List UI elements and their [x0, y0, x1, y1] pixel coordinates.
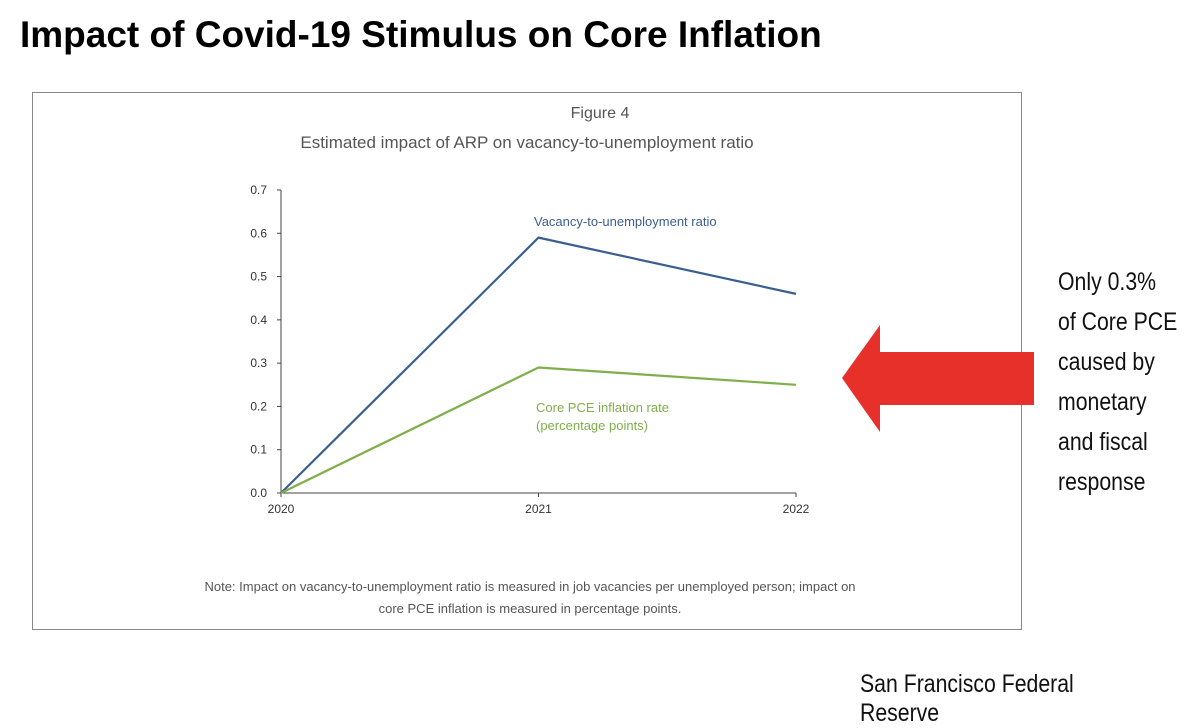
x-tick-label: 2020 [268, 502, 295, 516]
callout-line: response [1058, 462, 1177, 502]
note-line-1: Note: Impact on vacancy-to-unemployment … [60, 576, 1000, 598]
y-tick-label: 0.6 [250, 226, 267, 240]
y-tick-label: 0.5 [250, 270, 267, 284]
note-line-2: core PCE inflation is measured in percen… [60, 598, 1000, 620]
y-tick-label: 0.0 [250, 486, 267, 500]
callout-line: Only 0.3% [1058, 262, 1177, 302]
y-tick-label: 0.7 [250, 183, 267, 197]
series-label: Core PCE inflation rate [536, 400, 669, 415]
y-tick-label: 0.3 [250, 356, 267, 370]
source-label: San Francisco Federal Reserve [860, 670, 1149, 728]
x-tick-label: 2022 [783, 502, 810, 516]
y-tick-label: 0.2 [250, 399, 267, 413]
series-label: (percentage points) [536, 418, 648, 433]
callout-line: of Core PCE [1058, 302, 1177, 342]
callout-line: and fiscal [1058, 422, 1177, 462]
y-tick-label: 0.1 [250, 443, 267, 457]
callout-line: monetary [1058, 382, 1177, 422]
callout-line: caused by [1058, 342, 1177, 382]
series-label: Vacancy-to-unemployment ratio [534, 214, 717, 229]
red-arrow-icon [842, 325, 1034, 432]
y-tick-label: 0.4 [250, 313, 267, 327]
callout-text: Only 0.3% of Core PCE caused by monetary… [1058, 262, 1177, 502]
x-tick-label: 2021 [525, 502, 552, 516]
